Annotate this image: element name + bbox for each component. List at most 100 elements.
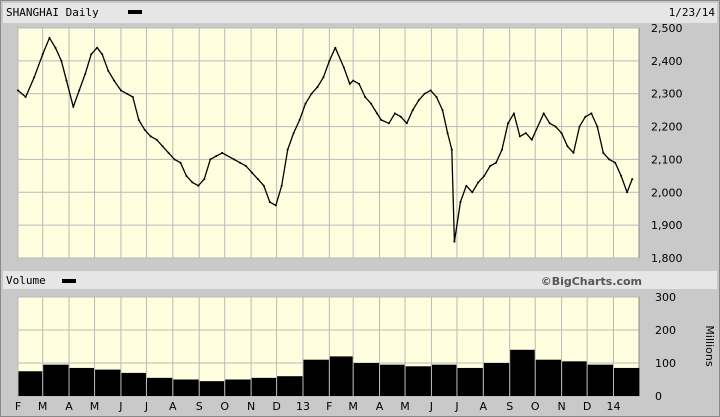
price-point [209,158,212,161]
price-y-tick-label: 2,400 [651,55,683,68]
x-tick-label: M [348,400,358,413]
price-point [262,184,265,187]
x-tick-label: A [376,400,384,413]
price-point [620,174,623,177]
price-point [155,138,158,141]
price-point [84,73,87,75]
price-point [387,122,390,125]
price-point [352,79,355,82]
price-point [33,76,36,79]
volume-bar [483,363,510,396]
volume-bar [95,369,121,396]
price-point [197,184,200,187]
price-point [334,46,337,49]
price-line [17,37,633,243]
price-point [453,240,456,243]
price-point [465,184,468,187]
volume-bar [303,359,329,396]
price-point [143,128,146,131]
price-point [602,151,605,154]
price-point [512,112,515,115]
price-point [393,112,396,115]
price-point [441,109,444,112]
price-point [506,122,509,125]
price-point [149,135,152,138]
price-point [542,112,545,115]
volume-bar [199,381,225,396]
price-point [524,132,527,135]
price-y-tick-label: 2,500 [651,22,683,35]
price-point [566,145,569,148]
price-point [399,115,402,118]
price-point [328,59,331,62]
volume-y-axis: 300 200 100 0 [655,291,676,403]
volume-bar [173,379,199,396]
x-tick-label: M [38,400,48,413]
x-tick-label: J [144,400,148,413]
price-grid [17,27,639,259]
price-point [233,158,236,161]
volume-y-tick-label: 200 [655,324,676,337]
x-tick-label: M [400,400,410,413]
volume-y-tick-label: 100 [655,357,676,370]
price-point [137,119,140,121]
price-point [292,132,295,135]
volume-bar [405,366,431,396]
price-point [348,82,351,85]
x-tick-label: F [15,400,21,413]
volume-bar [353,363,380,396]
price-point [631,178,634,181]
price-point [78,89,81,92]
price-point [417,99,420,102]
price-point [203,178,206,181]
volume-bar [146,377,173,396]
volume-bar [510,349,535,396]
x-tick-label: S [506,400,513,413]
volume-bar [43,364,69,396]
legend-swatch-price [128,10,142,14]
price-point [167,151,170,154]
price-point [358,82,361,85]
price-point [239,161,242,164]
price-point [626,191,629,194]
price-point [90,53,93,56]
price-point [101,53,104,56]
price-point [614,161,617,164]
price-point [548,122,551,125]
price-point [477,181,480,184]
price-point [435,96,438,98]
volume-bar [613,367,640,396]
x-tick-label: D [272,400,280,413]
price-point [495,161,498,164]
price-point [298,119,301,121]
price-point [370,102,373,105]
volume-y-tick-label: 300 [655,291,676,304]
volume-bar [329,356,353,396]
price-point [244,165,247,167]
price-point [405,122,408,125]
volume-bar [225,379,251,396]
price-y-tick-label: 1,900 [651,219,683,232]
price-point [411,109,414,112]
price-point [173,158,176,161]
price-y-tick-label: 2,100 [651,153,683,166]
price-point [17,89,19,92]
price-point [429,89,432,92]
x-tick-label: O [220,400,229,413]
price-point [322,76,325,79]
price-point [446,132,449,135]
price-point [119,89,122,92]
x-tick-label: 14 [606,400,620,413]
price-point [107,69,110,72]
volume-grid [17,296,639,397]
x-tick-label: J [454,400,458,413]
price-point [221,151,224,154]
price-point [113,79,116,82]
price-point [483,174,486,177]
x-tick-label: D [583,400,591,413]
x-tick-label: S [196,400,203,413]
volume-unit-label: Millions [703,325,716,366]
price-point [459,201,462,204]
price-point [215,155,218,158]
price-point [161,145,164,148]
